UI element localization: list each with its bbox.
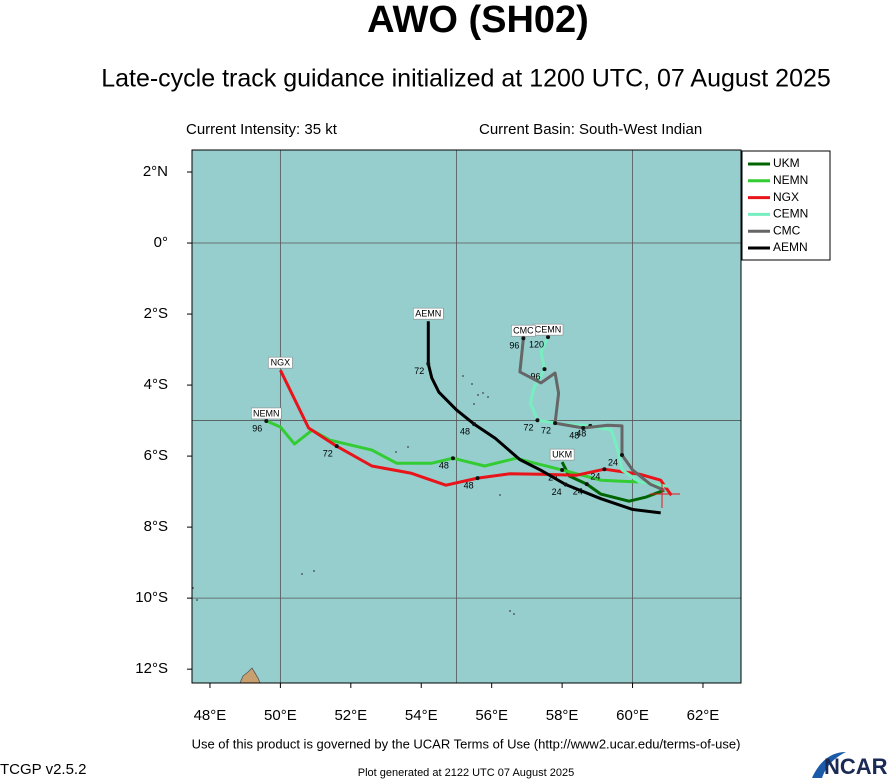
track-point <box>619 453 624 458</box>
track-point <box>475 476 480 481</box>
track-point <box>264 418 269 423</box>
track-point <box>553 421 558 426</box>
island <box>196 599 198 601</box>
x-tick-label: 54°E <box>405 707 438 724</box>
island <box>462 375 464 377</box>
y-tick-label: 0° <box>154 234 168 251</box>
hour-label: 72 <box>323 449 333 459</box>
title: AWO (SH02) <box>367 0 589 41</box>
track-point <box>563 482 568 487</box>
track-end-box <box>511 324 536 337</box>
island <box>509 610 511 612</box>
track-point <box>334 444 339 449</box>
track-point <box>581 426 586 431</box>
island <box>313 570 315 572</box>
track-point <box>602 467 607 472</box>
track-point <box>450 456 455 461</box>
y-tick-label: 8°S <box>144 518 168 535</box>
x-tick-label: 62°E <box>687 707 720 724</box>
island <box>395 451 397 453</box>
legend-label: NEMN <box>773 173 808 187</box>
y-tick-label: 4°S <box>144 376 168 393</box>
version: TCGP v2.5.2 <box>0 761 86 778</box>
track-end-label: CEMN <box>535 325 562 335</box>
map-frame <box>191 149 742 684</box>
x-tick-label: 58°E <box>546 707 579 724</box>
track-end-box <box>412 307 444 320</box>
hour-label: 48 <box>576 428 586 438</box>
hour-label: 72 <box>414 366 424 376</box>
island <box>482 392 484 394</box>
logo-swoosh <box>812 752 846 778</box>
hour-label: 24 <box>573 487 583 497</box>
current-basin: Current Basin: South-West Indian <box>479 121 702 138</box>
track-line <box>426 321 661 515</box>
x-tick-label: 52°E <box>334 707 367 724</box>
legend-label: AEMN <box>773 240 808 254</box>
island <box>473 403 475 405</box>
x-tick-label: 56°E <box>475 707 508 724</box>
track-end-box <box>268 356 293 369</box>
legend-label: UKM <box>773 156 800 170</box>
terms-of-use: Use of this product is governed by the U… <box>192 736 741 751</box>
hour-label: 96 <box>509 341 519 351</box>
x-tick-label: 50°E <box>264 707 297 724</box>
track-point <box>546 335 551 340</box>
legend-label: NGX <box>773 190 799 204</box>
hour-label: 24 <box>590 472 600 482</box>
track-end-box <box>549 448 575 461</box>
hour-label: 24 <box>608 457 618 467</box>
current-intensity: Current Intensity: 35 kt <box>186 121 338 138</box>
track-end-label: NEMN <box>253 408 280 418</box>
track-point <box>521 336 526 341</box>
track-point <box>535 418 540 423</box>
track-end-label: NGX <box>271 358 291 368</box>
y-tick-label: 6°S <box>144 447 168 464</box>
subtitle: Late-cycle track guidance initialized at… <box>101 65 831 93</box>
legend: UKM NEMN NGX CEMN CMC AEMN <box>741 150 831 261</box>
map: 48°E 50°E 52°E 54°E 56°E 58°E 60°E 62°E 2°N 0° 2°S… <box>135 149 831 724</box>
hour-label: 96 <box>530 371 540 381</box>
island <box>499 494 501 496</box>
track-point <box>560 467 565 472</box>
legend-box <box>741 150 831 261</box>
legend-label: CMC <box>773 223 801 237</box>
track-line <box>279 369 673 497</box>
y-tick-label: 2°S <box>144 305 168 322</box>
hour-label: 48 <box>569 430 579 440</box>
island <box>477 394 479 396</box>
hour-label: 72 <box>541 425 551 435</box>
track-point <box>542 367 547 372</box>
track-point <box>426 361 431 366</box>
x-tick-label: 48°E <box>194 707 227 724</box>
logo: NCAR <box>824 754 888 779</box>
hour-label: 72 <box>523 423 533 433</box>
land <box>239 667 261 684</box>
hour-label: 48 <box>439 461 449 471</box>
y-tick-label: 2°N <box>143 163 168 180</box>
hour-label: 48 <box>460 427 470 437</box>
legend-label: CEMN <box>773 207 808 221</box>
track-end-box <box>251 407 282 420</box>
island <box>301 573 303 575</box>
track-end-label: AEMN <box>415 309 441 319</box>
y-tick-label: 10°S <box>135 589 168 606</box>
track-end-label: UKM <box>552 450 572 460</box>
track-end-label: CMC <box>513 326 534 336</box>
island <box>513 613 515 615</box>
generated-time: Plot generated at 2122 UTC 07 August 202… <box>358 767 575 779</box>
hour-label: 48 <box>464 480 474 490</box>
island <box>407 446 409 448</box>
hour-label: 96 <box>252 423 262 433</box>
y-tick-label: 12°S <box>135 660 168 677</box>
hour-label: 120 <box>529 340 544 350</box>
track-point <box>472 422 477 427</box>
track-point <box>584 482 589 487</box>
island <box>487 396 489 398</box>
island <box>471 383 473 385</box>
hour-label: 24 <box>552 487 562 497</box>
island <box>192 587 194 589</box>
x-tick-label: 60°E <box>616 707 649 724</box>
